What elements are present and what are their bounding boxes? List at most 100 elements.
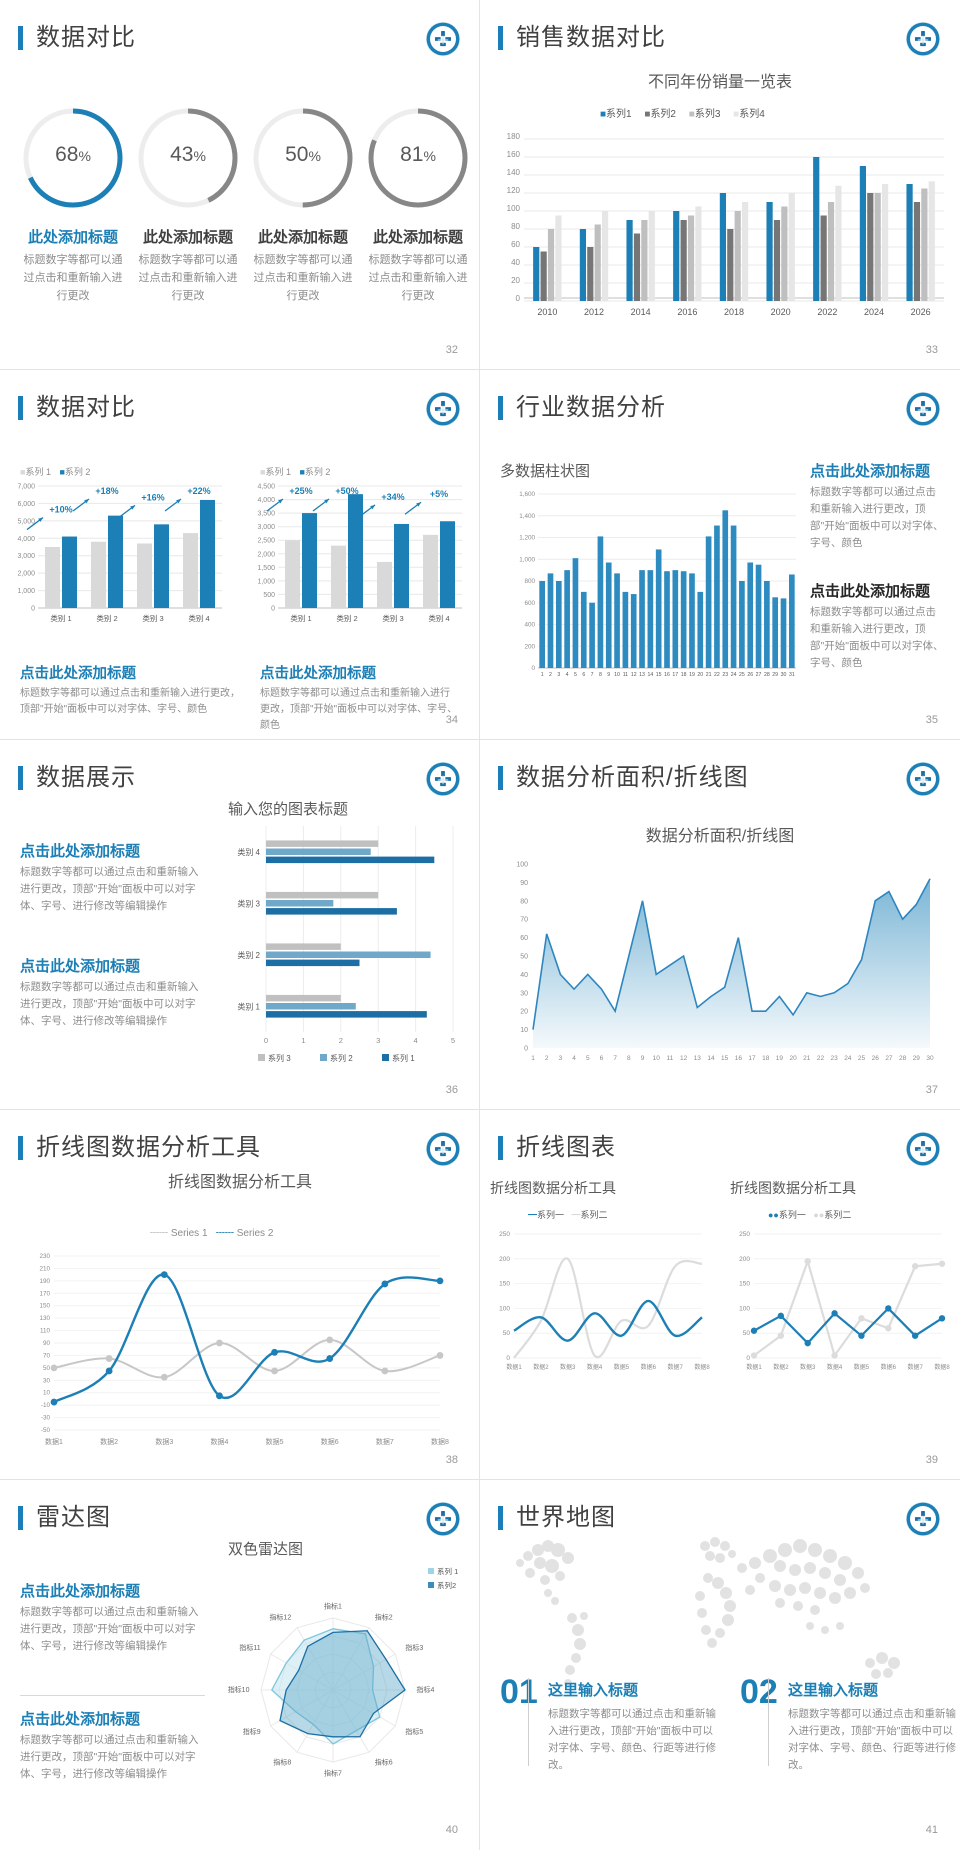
svg-text:24: 24	[844, 1055, 852, 1062]
svg-text:2016: 2016	[677, 307, 697, 317]
svg-text:10: 10	[614, 672, 620, 678]
svg-text:90: 90	[520, 880, 528, 887]
svg-text:50: 50	[43, 1365, 51, 1372]
svg-text:+5%: +5%	[430, 489, 448, 499]
svg-text:数据3: 数据3	[800, 1363, 816, 1371]
svg-text:70: 70	[43, 1352, 51, 1359]
svg-text:+25%: +25%	[289, 486, 312, 496]
svg-text:7: 7	[613, 1055, 617, 1062]
svg-text:200: 200	[524, 643, 535, 650]
svg-text:类别 4: 类别 4	[428, 613, 449, 623]
svg-text:指标9: 指标9	[243, 1727, 261, 1736]
svg-text:数据8: 数据8	[431, 1437, 449, 1446]
svg-text:+10%: +10%	[49, 505, 72, 515]
svg-text:40: 40	[520, 972, 528, 979]
svg-text:类别 1: 类别 1	[50, 613, 71, 623]
svg-text:数据7: 数据7	[667, 1363, 683, 1371]
svg-text:9: 9	[607, 672, 610, 678]
svg-text:数据7: 数据7	[376, 1437, 394, 1446]
svg-text:数据6: 数据6	[641, 1363, 657, 1371]
svg-text:2020: 2020	[771, 307, 791, 317]
svg-text:2022: 2022	[817, 307, 837, 317]
svg-text:数据5: 数据5	[854, 1363, 870, 1371]
svg-text:1,000: 1,000	[519, 556, 535, 563]
svg-text:40: 40	[511, 258, 520, 267]
svg-text:3: 3	[376, 1036, 380, 1045]
svg-text:指标5: 指标5	[405, 1727, 423, 1736]
svg-text:数据1: 数据1	[506, 1363, 522, 1371]
svg-text:17: 17	[672, 672, 678, 678]
svg-text:0: 0	[746, 1355, 750, 1362]
svg-text:23: 23	[722, 672, 728, 678]
svg-text:30: 30	[520, 990, 528, 997]
svg-text:1,400: 1,400	[519, 513, 535, 520]
svg-text:2018: 2018	[724, 307, 744, 317]
svg-text:15: 15	[721, 1055, 729, 1062]
svg-text:180: 180	[507, 132, 521, 141]
svg-text:系列 1: 系列 1	[437, 1566, 458, 1576]
svg-text:6: 6	[582, 672, 585, 678]
svg-text:18: 18	[681, 672, 687, 678]
svg-text:100: 100	[499, 1305, 510, 1312]
svg-text:2: 2	[545, 1055, 549, 1062]
svg-text:160: 160	[507, 150, 521, 159]
svg-text:类别 2: 类别 2	[336, 613, 357, 623]
svg-text:110: 110	[40, 1328, 51, 1335]
svg-text:4: 4	[572, 1055, 576, 1062]
svg-text:28: 28	[899, 1055, 907, 1062]
svg-text:类别 1: 类别 1	[237, 1001, 260, 1011]
svg-text:类别 1: 类别 1	[290, 613, 311, 623]
svg-text:19: 19	[689, 672, 695, 678]
svg-text:数据6: 数据6	[321, 1437, 339, 1446]
svg-text:90: 90	[43, 1340, 51, 1347]
svg-text:24: 24	[731, 672, 737, 678]
svg-text:11: 11	[623, 672, 628, 678]
svg-text:指标4: 指标4	[417, 1685, 435, 1694]
svg-text:指标3: 指标3	[405, 1643, 423, 1652]
svg-text:150: 150	[739, 1281, 750, 1288]
svg-text:2,000: 2,000	[257, 551, 275, 558]
svg-text:200: 200	[499, 1256, 510, 1263]
svg-text:指标10: 指标10	[228, 1685, 250, 1694]
svg-text:26: 26	[872, 1055, 880, 1062]
svg-text:指标11: 指标11	[239, 1643, 260, 1652]
svg-text:-30: -30	[41, 1415, 51, 1422]
svg-text:数据3: 数据3	[560, 1363, 576, 1371]
svg-text:指标2: 指标2	[375, 1613, 393, 1622]
svg-text:+18%: +18%	[95, 486, 118, 496]
svg-text:2010: 2010	[537, 307, 557, 317]
svg-text:+50%: +50%	[335, 486, 358, 496]
svg-text:0: 0	[271, 606, 275, 613]
svg-text:数据8: 数据8	[694, 1363, 710, 1371]
svg-text:类别 4: 类别 4	[188, 613, 209, 623]
svg-text:250: 250	[499, 1231, 510, 1238]
svg-text:3: 3	[557, 672, 560, 678]
svg-text:数据2: 数据2	[100, 1437, 118, 1446]
svg-text:80: 80	[520, 898, 528, 905]
svg-text:类别 3: 类别 3	[382, 613, 403, 623]
svg-text:系列2: 系列2	[437, 1580, 456, 1590]
svg-text:140: 140	[507, 168, 521, 177]
svg-text:18: 18	[762, 1055, 770, 1062]
svg-text:14: 14	[707, 1055, 715, 1062]
svg-text:25: 25	[739, 672, 745, 678]
svg-text:120: 120	[507, 186, 521, 195]
svg-text:数据5: 数据5	[266, 1437, 284, 1446]
svg-text:2: 2	[549, 672, 552, 678]
svg-text:指标8: 指标8	[273, 1757, 291, 1766]
svg-text:30: 30	[43, 1377, 51, 1384]
svg-text:30: 30	[926, 1055, 934, 1062]
svg-text:3: 3	[559, 1055, 563, 1062]
svg-text:5: 5	[574, 672, 577, 678]
svg-text:指标1: 指标1	[324, 1601, 342, 1610]
svg-text:2024: 2024	[864, 307, 884, 317]
svg-text:16: 16	[735, 1055, 743, 1062]
svg-text:30: 30	[781, 672, 787, 678]
svg-text:系列 3: 系列 3	[268, 1053, 291, 1063]
svg-text:150: 150	[499, 1281, 510, 1288]
svg-text:6,000: 6,000	[17, 501, 35, 508]
svg-text:28: 28	[764, 672, 770, 678]
svg-text:4,500: 4,500	[257, 484, 275, 491]
svg-text:+34%: +34%	[381, 492, 404, 502]
svg-text:10: 10	[653, 1055, 661, 1062]
